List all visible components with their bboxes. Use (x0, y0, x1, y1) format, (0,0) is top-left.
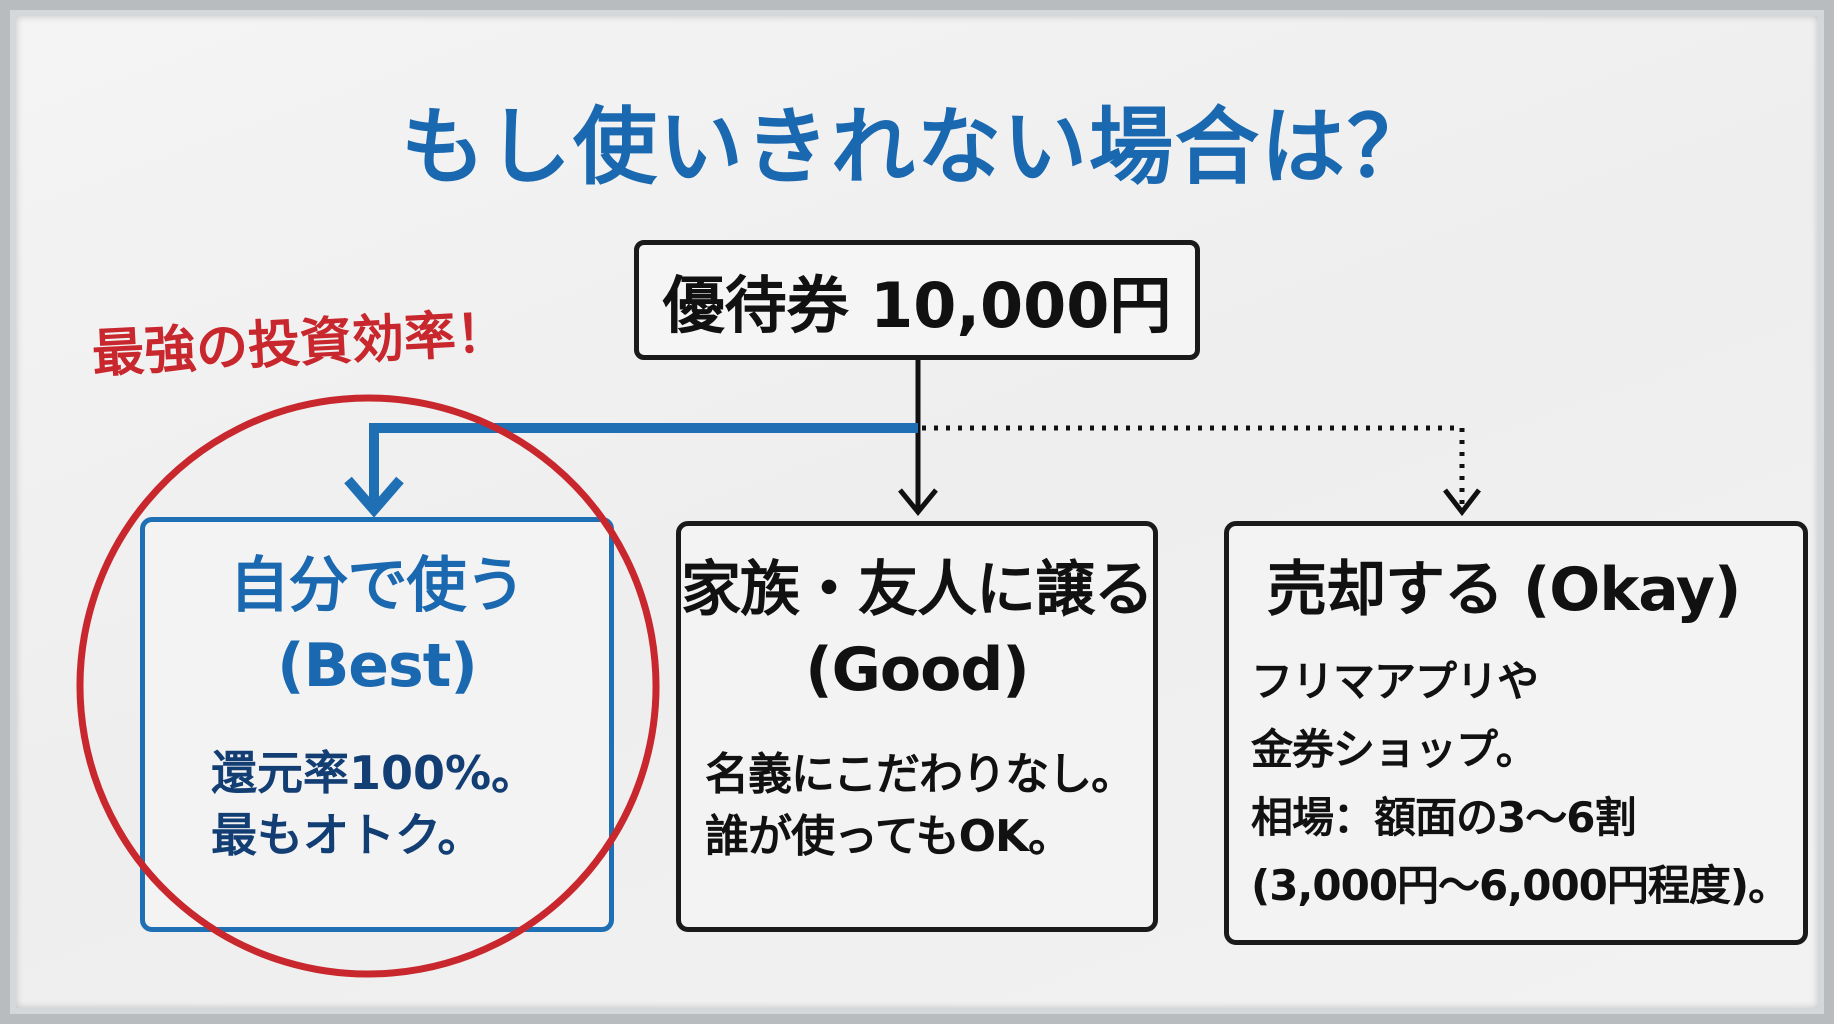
option-title-line: 自分で使う (229, 551, 526, 621)
option-body-line: 還元率100%。 (211, 746, 538, 800)
option-body: 名義にこだわりなし。 誰が使ってもOK。 (681, 744, 1153, 868)
option-box-okay: 売却する (Okay) フリマアプリや 金券ショップ。相場：額面の3〜6割 (3,0… (1224, 521, 1809, 945)
option-body-line: (3,000円〜6,000円程度)。 (1251, 861, 1790, 910)
option-title-line: (Best) (277, 631, 478, 701)
option-title-line: (Good) (805, 635, 1029, 705)
option-body-line: 誰が使ってもOK。 (705, 811, 1072, 862)
page-title: もし使いきれない場合は？ (400, 98, 1433, 196)
arrow-line-sell (922, 425, 1465, 508)
option-body: 還元率100%。 最もオトク。 (145, 742, 609, 866)
option-body-line: 金券ショップ。 (1251, 725, 1538, 774)
arrow-line-best (369, 423, 918, 505)
option-body: フリマアプリや 金券ショップ。相場：額面の3〜6割 (3,000円〜6,000円程度… (1251, 648, 1790, 920)
option-body-line: 最もオトク。 (211, 808, 484, 862)
source-box: 優待券 10,000円 (634, 240, 1200, 360)
option-box-best: 自分で使う (Best) 還元率100%。 最もオトク。 (140, 517, 614, 932)
option-title: 売却する (Okay) (1267, 555, 1741, 625)
option-body-line: 相場：額面の3〜6割 (1251, 793, 1636, 842)
option-body-line: 名義にこだわりなし。 (705, 749, 1135, 800)
option-title-line: 家族・友人に譲る (681, 555, 1154, 625)
option-title: 家族・友人に譲る (Good) (681, 550, 1154, 710)
option-title: 自分で使う (Best) (145, 546, 609, 706)
option-body-line: フリマアプリや (1251, 657, 1539, 706)
option-box-good: 家族・友人に譲る (Good) 名義にこだわりなし。 誰が使ってもOK。 (676, 521, 1158, 932)
arrowhead-center (898, 488, 938, 516)
arrowhead-sell (1443, 488, 1481, 517)
